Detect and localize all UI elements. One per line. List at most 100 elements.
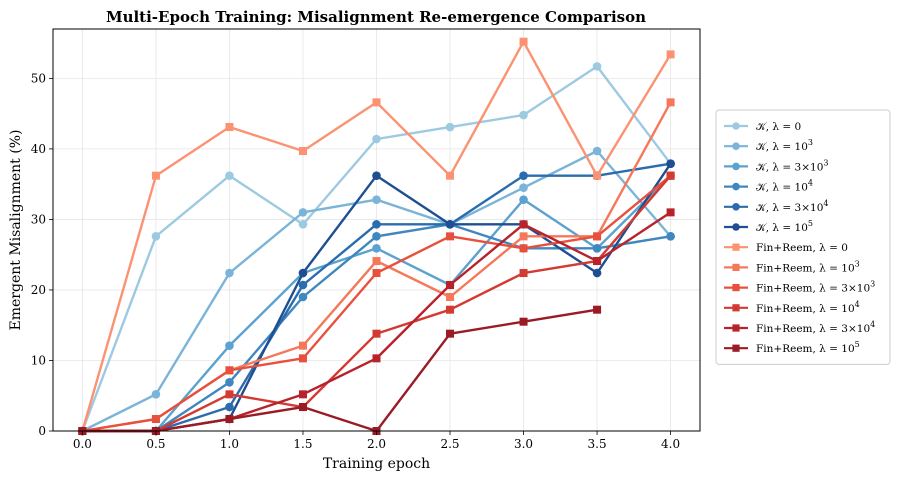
data-point <box>445 122 455 132</box>
data-point <box>732 122 740 130</box>
legend-label: 𝒦, λ = 103 <box>756 138 813 153</box>
y-tick-label: 40 <box>31 142 46 156</box>
data-point <box>225 123 234 132</box>
data-point <box>592 62 602 71</box>
data-point <box>372 171 381 180</box>
data-point <box>519 269 528 278</box>
data-point <box>666 50 675 59</box>
x-tick-label: 2.5 <box>440 437 459 451</box>
data-point <box>519 220 528 229</box>
data-point <box>446 329 455 338</box>
legend-entry: Fin+Reem, λ = 105 <box>724 340 860 355</box>
legend-entry: Fin+Reem, λ = 0 <box>724 242 848 254</box>
legend-label: Fin+Reem, λ = 104 <box>756 300 860 315</box>
x-tick-label: 4.0 <box>661 437 680 451</box>
data-point <box>592 244 602 253</box>
legend-exponent: 5 <box>808 219 813 228</box>
x-tick-label: 2.0 <box>367 437 386 451</box>
legend-exponent: 3 <box>855 259 860 268</box>
data-point <box>298 292 308 302</box>
y-tick-label: 50 <box>31 71 46 85</box>
data-point <box>519 171 528 180</box>
data-point <box>151 232 161 241</box>
y-tick-label: 30 <box>31 212 46 226</box>
legend-label: Fin+Reem, λ = 0 <box>756 242 848 254</box>
y-tick-label: 20 <box>31 283 46 297</box>
data-point <box>666 171 675 180</box>
legend-entry: 𝒦, λ = 0 <box>724 121 801 133</box>
data-point <box>519 110 528 120</box>
x-tick-label: 3.0 <box>514 437 533 451</box>
data-point <box>372 329 381 338</box>
legend-exponent: 5 <box>855 340 860 349</box>
legend-label: 𝒦, λ = 104 <box>756 179 813 194</box>
data-point <box>445 220 455 229</box>
data-point <box>298 403 307 412</box>
data-point <box>372 232 381 241</box>
x-tick-label: 3.5 <box>588 437 607 451</box>
legend-exponent: 4 <box>855 300 860 309</box>
legend-entry: Fin+Reem, λ = 103 <box>724 259 860 274</box>
data-point <box>151 390 161 399</box>
legend-entry: 𝒦, λ = 103 <box>724 138 813 153</box>
data-point <box>372 244 381 253</box>
legend-entry: 𝒦, λ = 3×104 <box>724 199 829 214</box>
data-point <box>372 98 381 107</box>
series-layer <box>78 37 675 436</box>
legend-label: 𝒦, λ = 3×103 <box>756 158 829 173</box>
legend-entry: Fin+Reem, λ = 3×104 <box>724 320 875 335</box>
data-point <box>298 341 307 350</box>
data-point <box>151 415 160 424</box>
data-point <box>372 220 381 229</box>
data-point <box>732 203 740 211</box>
legend-label: Fin+Reem, λ = 105 <box>756 340 860 355</box>
data-point <box>592 146 602 156</box>
legend-entry: 𝒦, λ = 104 <box>724 179 813 194</box>
data-point <box>732 182 740 191</box>
data-point <box>732 263 740 271</box>
data-point <box>666 232 675 241</box>
data-point <box>372 134 381 144</box>
data-point <box>519 195 528 204</box>
x-tick-label: 1.5 <box>293 437 312 451</box>
data-point <box>298 354 307 363</box>
data-point <box>666 208 675 217</box>
legend-label: 𝒦, λ = 0 <box>756 121 801 133</box>
data-point <box>298 280 308 290</box>
data-point <box>732 142 740 150</box>
x-tick-label: 0.5 <box>146 437 165 451</box>
legend-exponent: 4 <box>870 320 875 329</box>
legend: 𝒦, λ = 0 𝒦, λ = 103 𝒦, λ = 3×103 𝒦, λ = 104… <box>715 109 891 365</box>
data-point <box>732 162 740 171</box>
legend-label: Fin+Reem, λ = 3×104 <box>756 320 875 335</box>
y-tick-label: 0 <box>38 424 46 438</box>
chart-title: Multi-Epoch Training: Misalignment Re-em… <box>106 8 646 26</box>
data-point <box>225 171 234 180</box>
legend-entry: Fin+Reem, λ = 3×103 <box>724 280 875 295</box>
data-point <box>298 390 307 399</box>
data-point <box>446 281 455 290</box>
data-point <box>446 171 455 180</box>
data-point <box>225 378 234 387</box>
legend-exponent: 3 <box>823 158 828 167</box>
data-point <box>593 171 602 180</box>
y-axis-label: Emergent Misalignment (%) <box>8 130 24 331</box>
data-point <box>446 305 455 314</box>
data-point <box>519 232 528 241</box>
data-point <box>593 232 602 241</box>
legend-exponent: 3 <box>870 280 875 289</box>
legend-entry: 𝒦, λ = 105 <box>724 219 813 234</box>
data-point <box>372 269 381 278</box>
data-point <box>225 341 234 350</box>
data-point <box>519 244 528 253</box>
data-point <box>225 402 234 412</box>
data-point <box>298 220 308 229</box>
data-point <box>519 317 528 326</box>
data-point <box>732 344 740 352</box>
legend-entry: Fin+Reem, λ = 104 <box>724 300 860 315</box>
legend-label: 𝒦, λ = 3×104 <box>756 199 829 214</box>
x-axis-label: Training epoch <box>323 456 430 472</box>
data-point <box>225 268 234 278</box>
grid <box>53 29 700 432</box>
